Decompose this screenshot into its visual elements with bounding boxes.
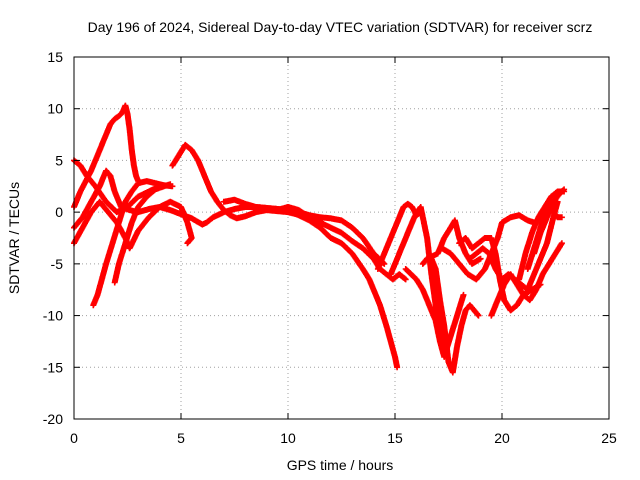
- grid: [74, 57, 609, 419]
- x-tick-label: 10: [280, 430, 296, 446]
- y-tick-label: 0: [55, 204, 63, 220]
- data-points: [71, 102, 568, 376]
- y-tick-label: -20: [43, 411, 63, 427]
- series-arc-18: [466, 198, 561, 293]
- x-tick-label: 5: [177, 430, 185, 446]
- chart-title: Day 196 of 2024, Sidereal Day-to-day VTE…: [88, 19, 593, 35]
- data-point-markers: [516, 188, 568, 283]
- x-tick-label: 15: [387, 430, 403, 446]
- axis-ticks: 0 5 10 15 20 25 -20 -15 -10 -5 0 5 10 15: [43, 49, 617, 446]
- y-tick-label: -15: [43, 359, 63, 375]
- series-arc-22: [531, 186, 568, 257]
- data-point-markers: [220, 196, 401, 371]
- x-tick-label: 0: [70, 430, 78, 446]
- y-tick-label: -5: [51, 256, 64, 272]
- y-tick-label: 5: [55, 152, 63, 168]
- data-point-markers: [488, 240, 565, 319]
- data-point-markers: [466, 198, 561, 293]
- y-tick-label: 15: [47, 49, 63, 65]
- series-arc-14: [419, 255, 482, 376]
- series-arc-9: [220, 196, 401, 371]
- data-point-markers: [419, 255, 482, 376]
- data-point-markers: [531, 186, 568, 257]
- x-tick-label: 20: [494, 430, 510, 446]
- y-axis-label: SDTVAR / TECUs: [6, 182, 22, 294]
- plot-frame: [73, 56, 610, 420]
- x-tick-label: 25: [601, 430, 617, 446]
- x-axis-label: GPS time / hours: [287, 457, 394, 473]
- y-tick-label: 10: [47, 101, 63, 117]
- y-tick-label: -10: [43, 308, 63, 324]
- series-arc-19: [488, 240, 565, 319]
- series-arc-20: [516, 188, 568, 283]
